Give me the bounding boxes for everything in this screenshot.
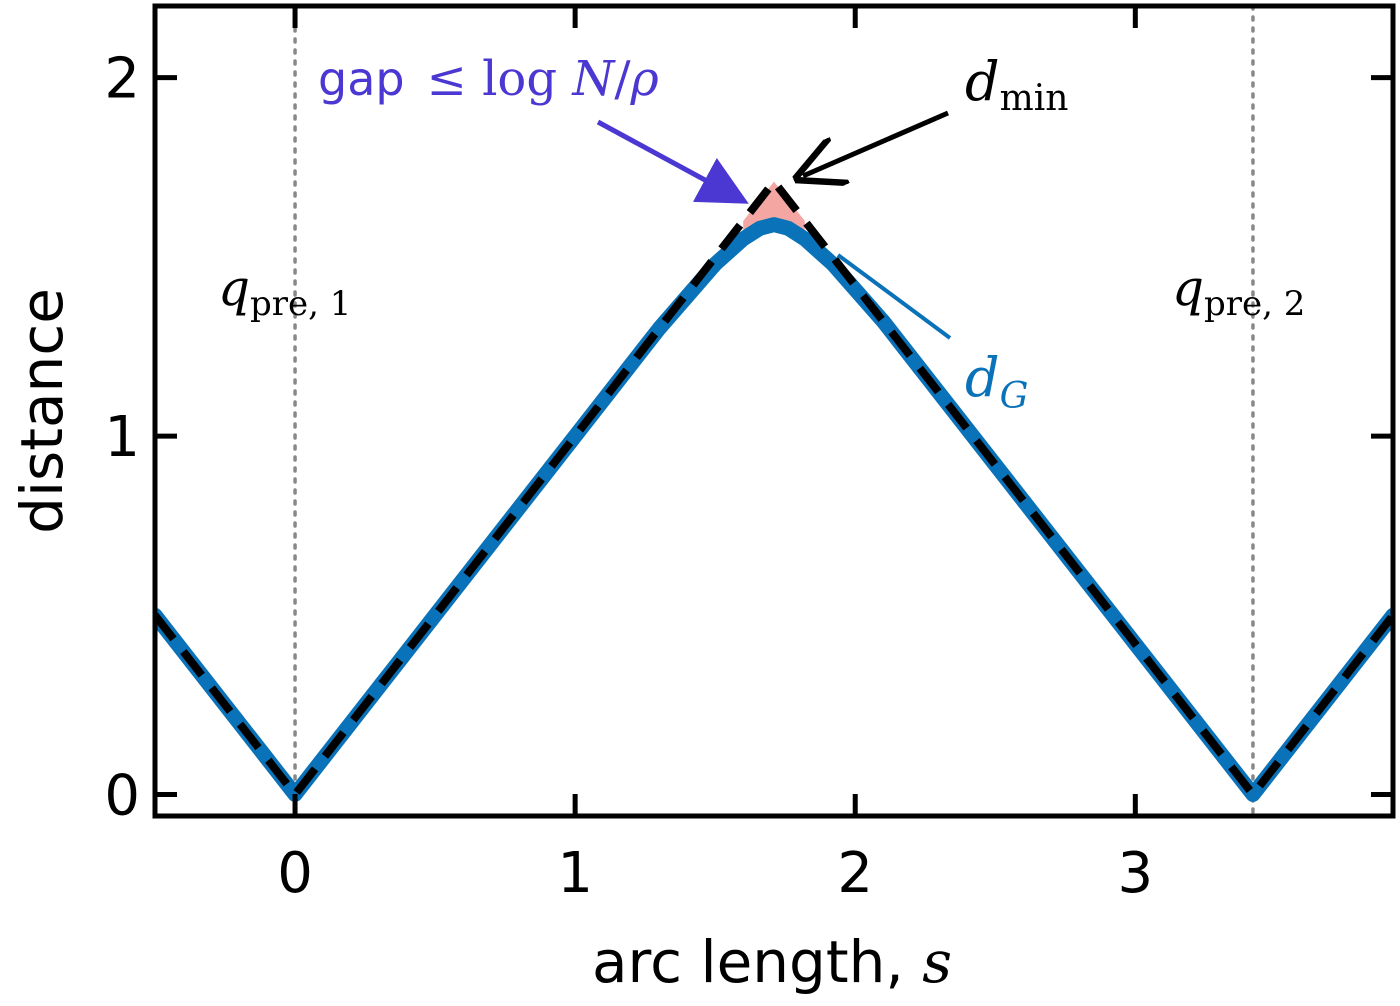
gap-arrow	[596, 119, 749, 204]
tick-marks	[155, 6, 1393, 816]
x-tick-label: 2	[837, 841, 873, 906]
y-axis-label: distance	[8, 288, 76, 534]
dmin-arrow	[803, 110, 949, 176]
series-dmin-line	[155, 175, 1393, 801]
reference-lines	[293, 6, 1255, 816]
y-tick-label: 2	[104, 47, 140, 112]
x-tick-label: 3	[1117, 841, 1153, 906]
x-tick-labels: 0 1 2 3	[277, 841, 1153, 906]
x-tick-label: 1	[557, 841, 593, 906]
y-tick-labels: 0 1 2	[104, 47, 140, 829]
dmin-annotation: dmin	[965, 50, 1068, 119]
y-tick-label: 1	[104, 405, 140, 470]
plot-area	[155, 6, 1393, 816]
series-layer	[155, 175, 1393, 802]
dg-leader	[836, 253, 952, 340]
q-pre-2-label: qpre, 2	[1172, 259, 1305, 324]
q-pre-1-label: qpre, 1	[218, 259, 351, 324]
y-tick-label: 0	[104, 763, 140, 828]
gap-annotation: gap ≤ log N/ρ	[318, 51, 659, 107]
plot-frame	[152, 3, 1396, 819]
x-tick-label: 0	[277, 841, 313, 906]
dg-annotation: dG	[965, 346, 1028, 417]
x-axis-label: arc length, s	[592, 928, 952, 996]
